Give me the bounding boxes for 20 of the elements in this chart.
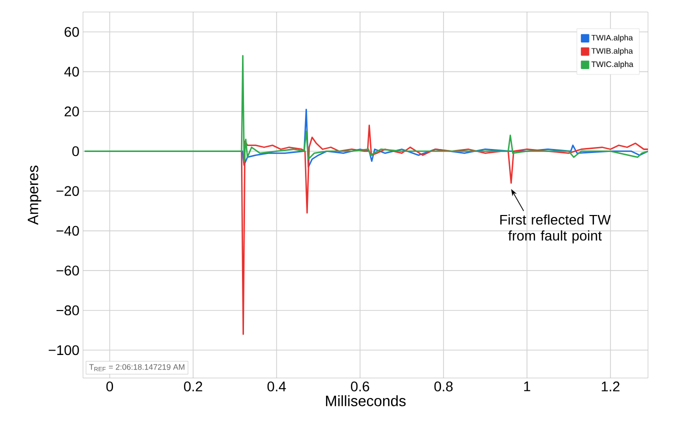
y-tick-label: −100 <box>48 345 79 356</box>
annotation: First reflected TW from fault point <box>500 214 611 244</box>
y-tick-label: −80 <box>56 305 79 316</box>
line-series <box>240 124 648 335</box>
x-axis-title: Milliseconds <box>326 395 406 406</box>
y-tick-label: 20 <box>64 106 79 116</box>
x-tick-label: 0.6 <box>350 382 370 392</box>
y-tick-label: −60 <box>56 266 79 276</box>
x-tick-label: 1.2 <box>602 382 620 392</box>
x-tick-label: 0.4 <box>267 382 286 392</box>
x-tick-label: 1 <box>524 382 530 392</box>
x-tick-label: 0.2 <box>184 382 202 392</box>
y-tick-label: −20 <box>56 186 79 196</box>
y-tick-label: 60 <box>64 26 79 37</box>
y-tick-label: 40 <box>64 66 79 77</box>
x-tick-label: 0 <box>106 382 114 392</box>
x-tick-label: 0.8 <box>434 382 453 392</box>
y-tick-label: −40 <box>56 226 79 236</box>
y-axis-title: Amperes <box>28 166 42 225</box>
y-tick-label: 0 <box>72 146 79 156</box>
